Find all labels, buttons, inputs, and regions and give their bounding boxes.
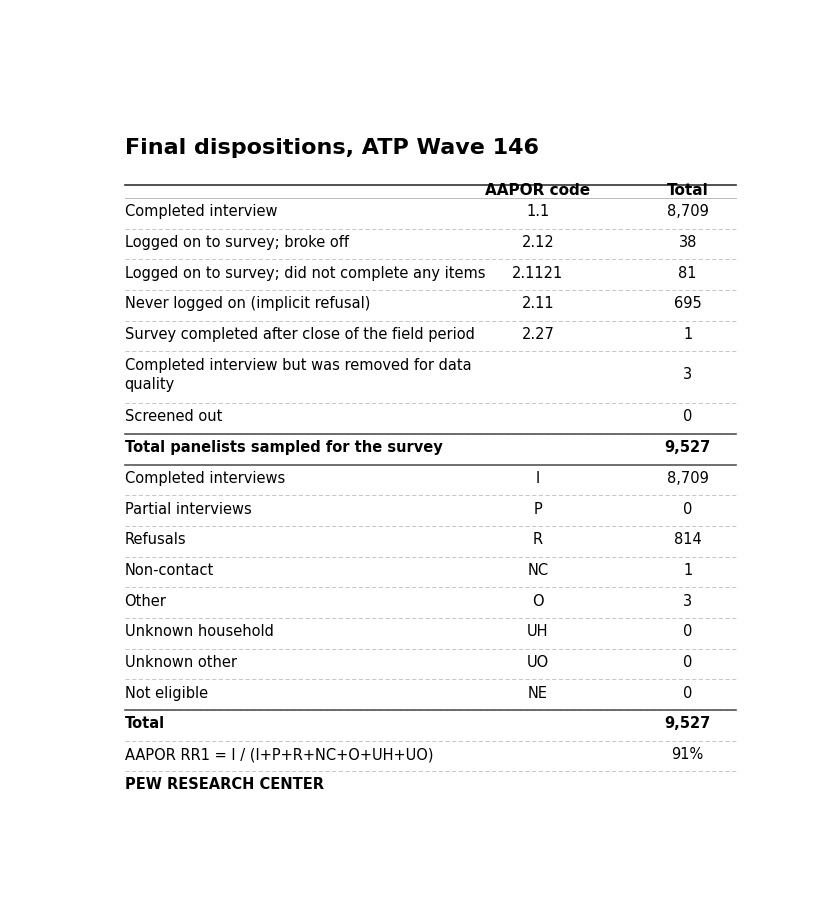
Text: 2.12: 2.12 xyxy=(522,235,554,250)
Text: Total panelists sampled for the survey: Total panelists sampled for the survey xyxy=(124,440,443,455)
Text: 9,527: 9,527 xyxy=(664,717,711,731)
Text: 695: 695 xyxy=(674,296,701,312)
Text: UO: UO xyxy=(527,655,549,670)
Text: Refusals: Refusals xyxy=(124,532,186,547)
Text: 38: 38 xyxy=(679,235,697,250)
Text: 3: 3 xyxy=(683,593,692,609)
Text: Logged on to survey; broke off: Logged on to survey; broke off xyxy=(124,235,349,250)
Text: 1: 1 xyxy=(683,327,692,342)
Text: Completed interview but was removed for data
quality: Completed interview but was removed for … xyxy=(124,358,471,391)
Text: AAPOR RR1 = I / (I+P+R+NC+O+UH+UO): AAPOR RR1 = I / (I+P+R+NC+O+UH+UO) xyxy=(124,747,433,762)
Text: 2.11: 2.11 xyxy=(522,296,554,312)
Text: 2.1121: 2.1121 xyxy=(512,265,564,281)
Text: Never logged on (implicit refusal): Never logged on (implicit refusal) xyxy=(124,296,370,312)
Text: 3: 3 xyxy=(683,367,692,382)
Text: 1: 1 xyxy=(683,563,692,578)
Text: 81: 81 xyxy=(679,265,697,281)
Text: O: O xyxy=(532,593,543,609)
Text: Final dispositions, ATP Wave 146: Final dispositions, ATP Wave 146 xyxy=(124,138,538,158)
Text: NC: NC xyxy=(528,563,549,578)
Text: Total: Total xyxy=(667,183,708,198)
Text: AAPOR code: AAPOR code xyxy=(486,183,591,198)
Text: Completed interview: Completed interview xyxy=(124,205,277,219)
Text: Unknown other: Unknown other xyxy=(124,655,237,670)
Text: Completed interviews: Completed interviews xyxy=(124,471,285,486)
Text: 0: 0 xyxy=(683,624,692,640)
Text: PEW RESEARCH CENTER: PEW RESEARCH CENTER xyxy=(124,777,323,792)
Text: NE: NE xyxy=(528,686,548,700)
Text: Not eligible: Not eligible xyxy=(124,686,207,700)
Text: 0: 0 xyxy=(683,410,692,424)
Text: 0: 0 xyxy=(683,655,692,670)
Text: 814: 814 xyxy=(674,532,701,547)
Text: R: R xyxy=(533,532,543,547)
Text: 0: 0 xyxy=(683,686,692,700)
Text: Non-contact: Non-contact xyxy=(124,563,213,578)
Text: Screened out: Screened out xyxy=(124,410,222,424)
Text: I: I xyxy=(536,471,540,486)
Text: P: P xyxy=(533,502,543,516)
Text: 91%: 91% xyxy=(671,747,704,762)
Text: UH: UH xyxy=(528,624,549,640)
Text: Partial interviews: Partial interviews xyxy=(124,502,251,516)
Text: Survey completed after close of the field period: Survey completed after close of the fiel… xyxy=(124,327,475,342)
Text: 8,709: 8,709 xyxy=(667,471,709,486)
Text: Total: Total xyxy=(124,717,165,731)
Text: 1.1: 1.1 xyxy=(527,205,549,219)
Text: 9,527: 9,527 xyxy=(664,440,711,455)
Text: 2.27: 2.27 xyxy=(522,327,554,342)
Text: 8,709: 8,709 xyxy=(667,205,709,219)
Text: Other: Other xyxy=(124,593,166,609)
Text: Unknown household: Unknown household xyxy=(124,624,273,640)
Text: Logged on to survey; did not complete any items: Logged on to survey; did not complete an… xyxy=(124,265,485,281)
Text: 0: 0 xyxy=(683,502,692,516)
